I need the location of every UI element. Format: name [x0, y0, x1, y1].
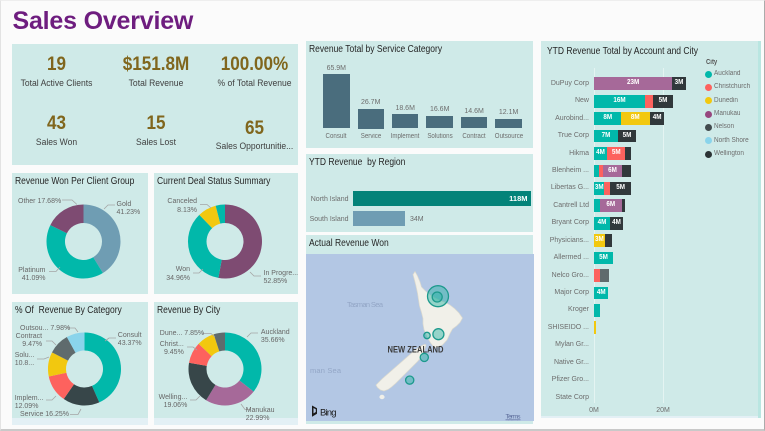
- svg-text:Bing: Bing: [320, 408, 337, 419]
- svg-text:Tasman Sea: Tasman Sea: [347, 300, 384, 309]
- svg-text:man Sea: man Sea: [310, 366, 342, 375]
- svg-text:NEW ZEALAND: NEW ZEALAND: [387, 345, 443, 355]
- svg-text:Terms: Terms: [505, 414, 521, 421]
